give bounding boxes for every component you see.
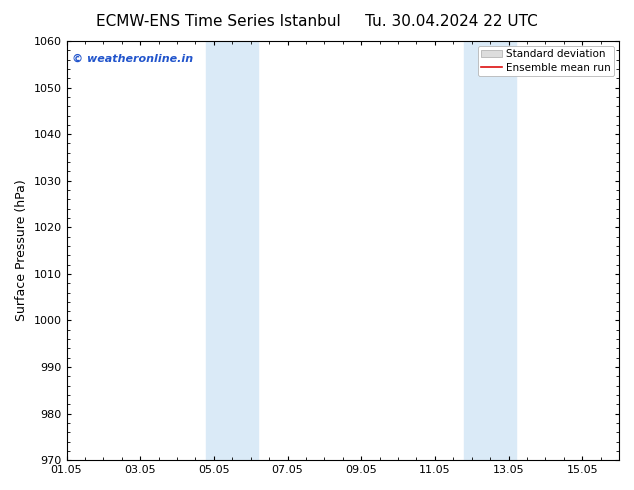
Legend: Standard deviation, Ensemble mean run: Standard deviation, Ensemble mean run xyxy=(478,46,614,75)
Bar xyxy=(464,41,516,460)
Bar xyxy=(207,41,258,460)
Y-axis label: Surface Pressure (hPa): Surface Pressure (hPa) xyxy=(15,180,28,321)
Text: © weatheronline.in: © weatheronline.in xyxy=(72,53,193,64)
Text: ECMW-ENS Time Series Istanbul     Tu. 30.04.2024 22 UTC: ECMW-ENS Time Series Istanbul Tu. 30.04.… xyxy=(96,14,538,29)
